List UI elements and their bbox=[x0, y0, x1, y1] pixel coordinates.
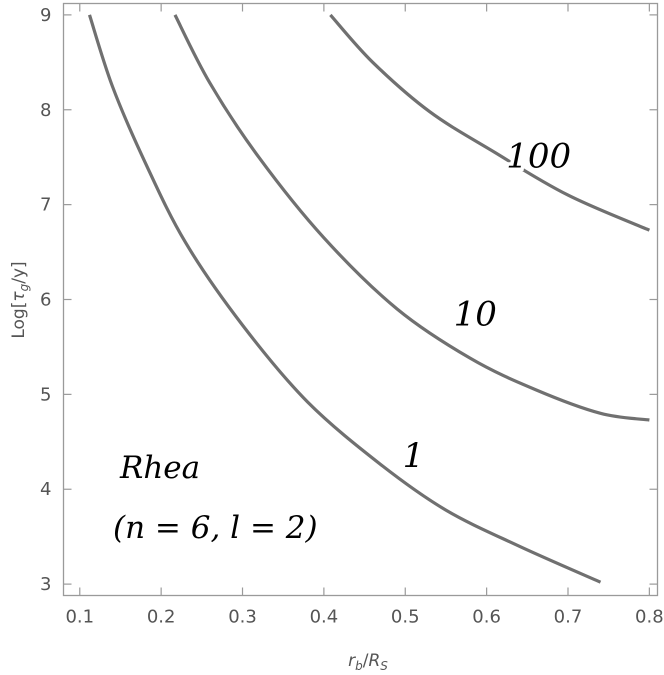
y-tick-label: 3 bbox=[40, 574, 51, 595]
contour-line-100 bbox=[329, 13, 651, 232]
x-tick-label: 0.5 bbox=[391, 607, 420, 628]
x-tick-label: 0.7 bbox=[554, 607, 583, 628]
y-tick-label: 8 bbox=[40, 100, 51, 121]
y-tick-label: 4 bbox=[40, 479, 51, 500]
contour-line-10 bbox=[173, 14, 650, 422]
annotation-params: (n = 6, l = 2) bbox=[113, 510, 318, 546]
y-tick-label: 9 bbox=[40, 5, 51, 26]
x-tick-label: 0.4 bbox=[310, 607, 339, 628]
x-tick-label: 0.3 bbox=[228, 607, 257, 628]
contour-label-1: 1 bbox=[403, 436, 425, 476]
y-tick-label: 7 bbox=[40, 195, 51, 216]
contour-labels: 1 10 100 bbox=[399, 133, 575, 480]
y-axis-label: Log[τg/y] bbox=[9, 261, 31, 338]
x-tick-label: 0.6 bbox=[472, 607, 501, 628]
axis-ticks bbox=[63, 3, 658, 596]
x-tick-label: 0.1 bbox=[65, 607, 94, 628]
contour-lines bbox=[87, 13, 651, 584]
x-tick-label: 0.8 bbox=[635, 607, 664, 628]
tick-labels: 0.1 0.2 0.3 0.4 0.5 0.6 0.7 0.8 3 4 5 6 7 8 9 bbox=[40, 5, 664, 628]
plot-frame bbox=[62, 2, 659, 597]
x-tick-label: 0.2 bbox=[147, 607, 176, 628]
x-axis-label: rb/RS bbox=[348, 651, 388, 673]
contour-label-10: 10 bbox=[454, 295, 497, 335]
contour-label-100: 100 bbox=[506, 136, 571, 176]
y-tick-label: 5 bbox=[40, 384, 51, 405]
y-tick-label: 6 bbox=[40, 290, 51, 311]
contour-line-1 bbox=[87, 14, 602, 584]
annotation-name: Rhea bbox=[119, 450, 200, 486]
